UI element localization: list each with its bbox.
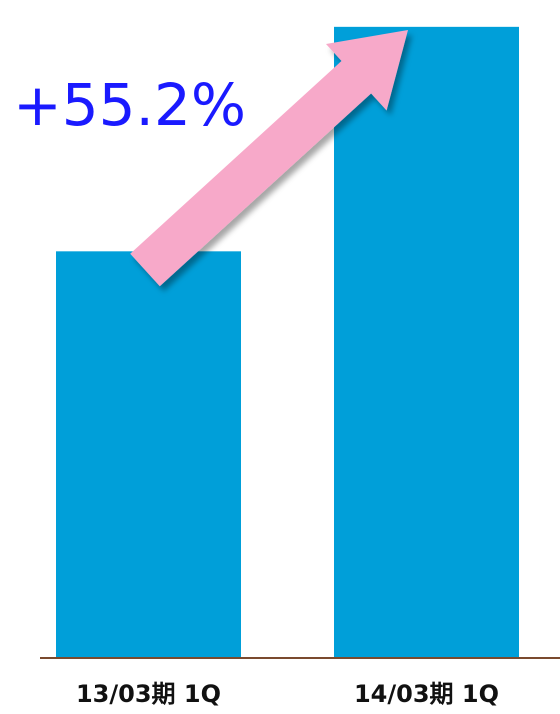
bar xyxy=(56,251,241,659)
x-tick-label: 13/03期 1Q xyxy=(76,680,221,708)
bar xyxy=(334,26,519,659)
growth-annotation: +55.2% xyxy=(13,71,246,139)
growth-arrow xyxy=(130,30,408,287)
x-tick-label: 14/03期 1Q xyxy=(354,680,499,708)
bars xyxy=(56,26,519,659)
